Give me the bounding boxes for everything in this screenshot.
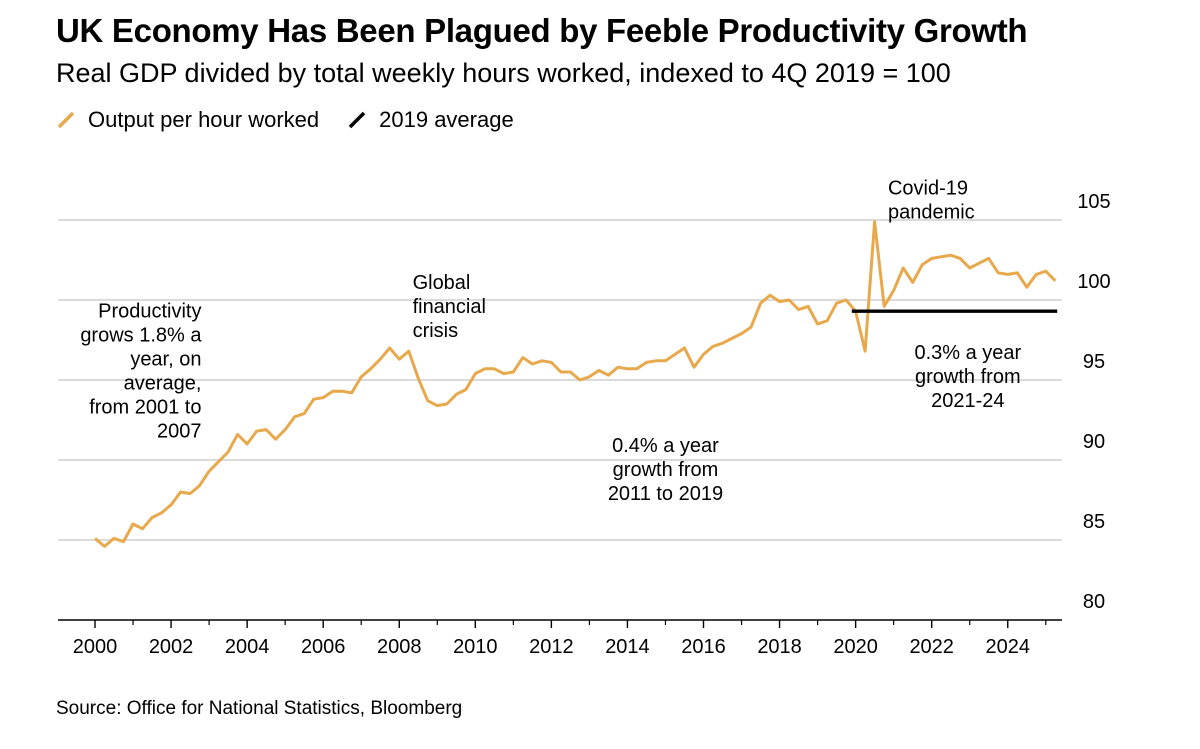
annotation-line: growth from	[613, 459, 719, 481]
y-tick-label: 85	[1083, 511, 1105, 533]
source-note: Source: Office for National Statistics, …	[56, 698, 463, 719]
annotation-line: grows 1.8% a	[80, 325, 202, 347]
x-tick-label: 2010	[453, 636, 498, 658]
legend: Output per hour worked 2019 average	[56, 106, 542, 134]
annotation-line: Productivity	[98, 301, 201, 323]
annotation-line: year, on	[130, 349, 201, 371]
x-tick-label: 2006	[301, 636, 346, 658]
annotation-line: Covid-19	[888, 177, 968, 199]
legend-swatch-output	[57, 111, 75, 129]
annotation-line: crisis	[413, 320, 459, 342]
chart-title: UK Economy Has Been Plagued by Feeble Pr…	[56, 12, 1028, 49]
x-tick-label: 2016	[681, 636, 726, 658]
x-axis: 2000 2002 2004 2006 2008 2010 2012 2014 2016 2018…	[73, 620, 1047, 658]
x-tick-label: 2024	[986, 636, 1031, 658]
annotation-line: 0.4% a year	[612, 435, 719, 457]
x-tick-label: 2020	[833, 636, 878, 658]
annotation: Covid-19 pandemic	[888, 177, 975, 223]
x-tick-label: 2008	[377, 636, 422, 658]
series-line-output-per-hour	[94, 220, 1057, 548]
x-tick-label: 2018	[757, 636, 802, 658]
y-tick-label: 100	[1077, 271, 1110, 293]
annotation-line: 0.3% a year	[914, 342, 1021, 364]
x-tick-label: 2004	[225, 636, 270, 658]
x-tick-label: 2012	[529, 636, 574, 658]
chart-subtitle: Real GDP divided by total weekly hours w…	[56, 58, 951, 88]
y-tick-label: 80	[1083, 591, 1105, 613]
x-tick-label: 2022	[909, 636, 954, 658]
y-axis: 80 85 90 95 100 105	[1077, 191, 1110, 613]
annotation-line: 2007	[157, 421, 202, 443]
annotation-line: 2011 to 2019	[608, 483, 723, 505]
annotation-line: Global	[413, 272, 471, 294]
x-tick-label: 2014	[605, 636, 650, 658]
annotation-line: from 2001 to	[89, 397, 201, 419]
y-tick-label: 90	[1083, 431, 1105, 453]
annotation: Global financial crisis	[413, 272, 486, 342]
legend-label-output: Output per hour worked	[88, 107, 320, 132]
series	[94, 220, 1058, 548]
annotation: Productivity grows 1.8% a year, on average,…	[80, 301, 202, 443]
legend-item-output: Output per hour worked	[56, 107, 319, 133]
y-tick-label: 95	[1083, 351, 1105, 373]
legend-item-average: 2019 average	[347, 107, 514, 133]
annotation-line: financial	[413, 296, 486, 318]
annotation: 0.3% a year growth from 2021-24	[914, 342, 1021, 412]
annotation-line: 2021-24	[931, 390, 1004, 412]
legend-label-average: 2019 average	[379, 107, 514, 132]
annotation-line: pandemic	[888, 201, 975, 223]
x-tick-label: 2000	[73, 636, 118, 658]
annotations: Productivity grows 1.8% a year, on average,…	[80, 177, 1021, 505]
y-tick-label: 105	[1077, 191, 1110, 213]
gridlines	[58, 219, 1062, 621]
annotation-line: average,	[124, 373, 202, 395]
annotation-line: growth from	[915, 366, 1021, 388]
legend-swatch-average	[348, 111, 366, 129]
x-tick-label: 2002	[149, 636, 194, 658]
annotation: 0.4% a year growth from 2011 to 2019	[608, 435, 723, 505]
